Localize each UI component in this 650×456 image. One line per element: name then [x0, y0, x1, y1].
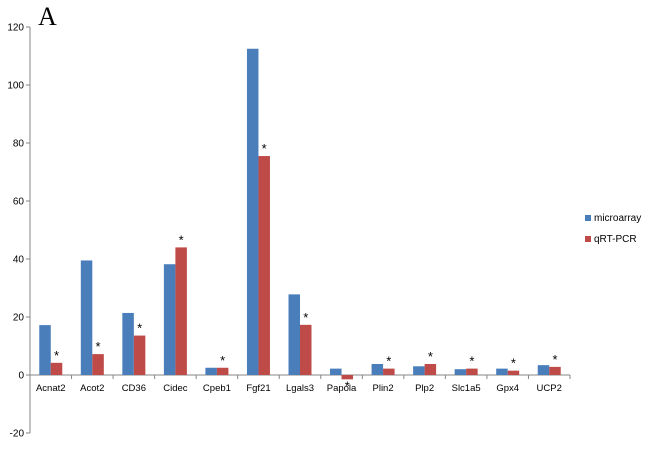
significance-marker: *: [96, 339, 101, 354]
x-tick-label: Gpx4: [496, 383, 519, 394]
y-tick-label: 80: [13, 139, 25, 150]
bar-microarray: [122, 312, 134, 375]
bar-microarray: [371, 363, 384, 375]
significance-marker: *: [511, 356, 516, 371]
significance-marker: *: [137, 321, 142, 336]
significance-marker: *: [386, 354, 391, 369]
y-tick-label: 20: [13, 313, 25, 324]
significance-marker: *: [220, 353, 225, 368]
x-tick-label: Fgf21: [246, 383, 270, 394]
bar-qrt-pcr: [300, 324, 312, 375]
y-tick-label: 100: [7, 81, 24, 92]
bar-qrt-pcr: [92, 354, 104, 375]
bar-qrt-pcr: [216, 367, 229, 375]
bar-microarray: [80, 260, 93, 375]
y-tick-label: 0: [18, 371, 24, 382]
legend-swatch: [585, 215, 591, 221]
bar-qrt-pcr: [507, 370, 520, 375]
x-tick-label: Cpeb1: [203, 383, 231, 394]
legend-swatch: [585, 236, 591, 242]
bar-microarray: [413, 366, 425, 375]
panel-letter: A: [38, 2, 57, 31]
significance-marker: *: [428, 349, 433, 364]
y-tick-label: 120: [7, 23, 24, 34]
x-tick-label: Acnat2: [36, 383, 66, 394]
y-tick-label: -20: [10, 429, 25, 440]
significance-marker: *: [552, 352, 557, 367]
x-tick-label: UCP2: [537, 383, 562, 394]
significance-marker: *: [345, 378, 350, 393]
bar-microarray: [288, 294, 300, 375]
bar-qrt-pcr: [424, 363, 437, 375]
bar-microarray: [496, 368, 508, 375]
x-tick-label: Cidec: [163, 383, 188, 394]
x-tick-label: CD36: [122, 383, 146, 394]
bar-microarray: [39, 325, 51, 375]
bar-qrt-pcr: [175, 247, 187, 375]
x-tick-label: Plin2: [373, 383, 394, 394]
bar-qrt-pcr: [133, 335, 146, 375]
bar-microarray: [205, 367, 217, 375]
x-tick-label: Lgals3: [286, 383, 314, 394]
significance-marker: *: [262, 141, 267, 156]
bar-microarray: [246, 48, 259, 375]
bar-microarray: [454, 369, 467, 375]
significance-marker: *: [469, 354, 474, 369]
legend-label: qRT-PCR: [594, 234, 637, 245]
x-tick-label: Acot2: [80, 383, 104, 394]
significance-marker: *: [179, 232, 184, 247]
x-tick-label: Papola: [327, 383, 357, 394]
x-tick-label: Plp2: [415, 383, 434, 394]
legend-label: microarray: [594, 213, 641, 224]
bar-qrt-pcr: [549, 366, 561, 375]
x-tick-label: Slc1a5: [452, 383, 481, 394]
significance-marker: *: [54, 348, 59, 363]
bar-qrt-pcr: [50, 362, 63, 375]
bar-qrt-pcr: [341, 375, 354, 380]
bar-qrt-pcr: [383, 368, 395, 375]
bar-microarray: [330, 368, 342, 375]
bar-microarray: [537, 365, 550, 375]
bar-qrt-pcr: [258, 156, 270, 375]
significance-marker: *: [303, 310, 308, 325]
bar-microarray: [163, 264, 176, 375]
y-tick-label: 40: [13, 255, 25, 266]
y-tick-label: 60: [13, 197, 25, 208]
bar-qrt-pcr: [466, 368, 478, 375]
